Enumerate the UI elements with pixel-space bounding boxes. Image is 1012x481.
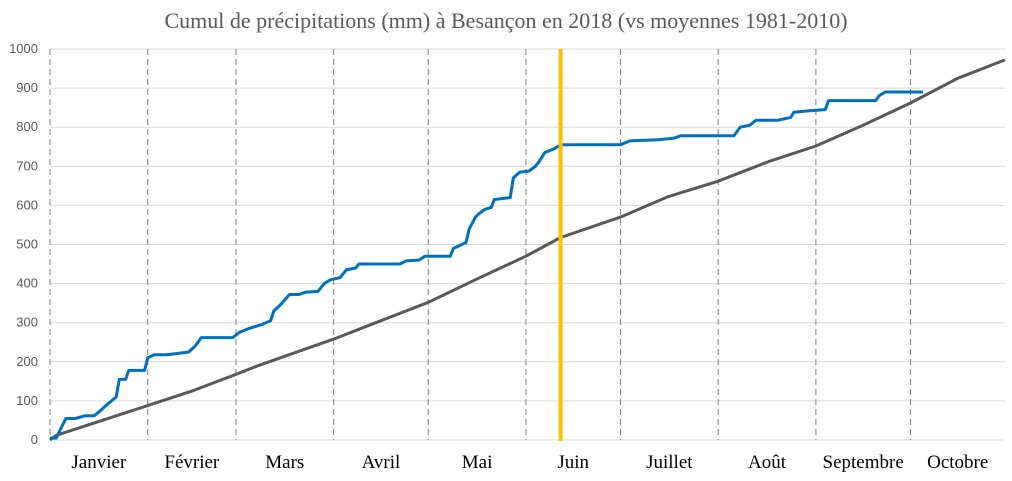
y-tick-label: 400 [16,276,38,291]
y-tick-label: 1000 [9,41,38,56]
series-lines [49,58,1006,442]
month-label: Octobre [927,452,988,473]
y-tick-label: 600 [16,197,38,212]
chart-title: Cumul de précipitations (mm) à Besançon … [164,8,847,33]
series-line [50,90,924,440]
month-label: Février [164,452,220,473]
month-label: Juillet [646,452,693,473]
y-tick-label: 800 [16,119,38,134]
y-tick-label: 0 [31,432,38,447]
y-tick-label: 300 [16,315,38,330]
series-line [49,58,1006,442]
month-label: Janvier [71,452,127,473]
month-label: Avril [362,452,401,473]
y-tick-label: 200 [16,354,38,369]
month-label: Mai [462,452,493,473]
y-tick-label: 100 [16,393,38,408]
month-label: Septembre [823,452,904,473]
month-label: Août [748,452,787,473]
y-axis-ticks: 0 100 200 300 400 500 600 700 800 900 1000 [9,41,38,447]
y-tick-label: 500 [16,237,38,252]
month-label: Mars [265,452,304,473]
y-tick-label: 900 [16,80,38,95]
gridlines [50,48,1005,441]
month-label: Juin [557,452,589,473]
x-axis-month-labels: Janvier Février Mars Avril Mai Juin Juillet Aoû… [71,452,988,473]
y-tick-label: 700 [16,158,38,173]
